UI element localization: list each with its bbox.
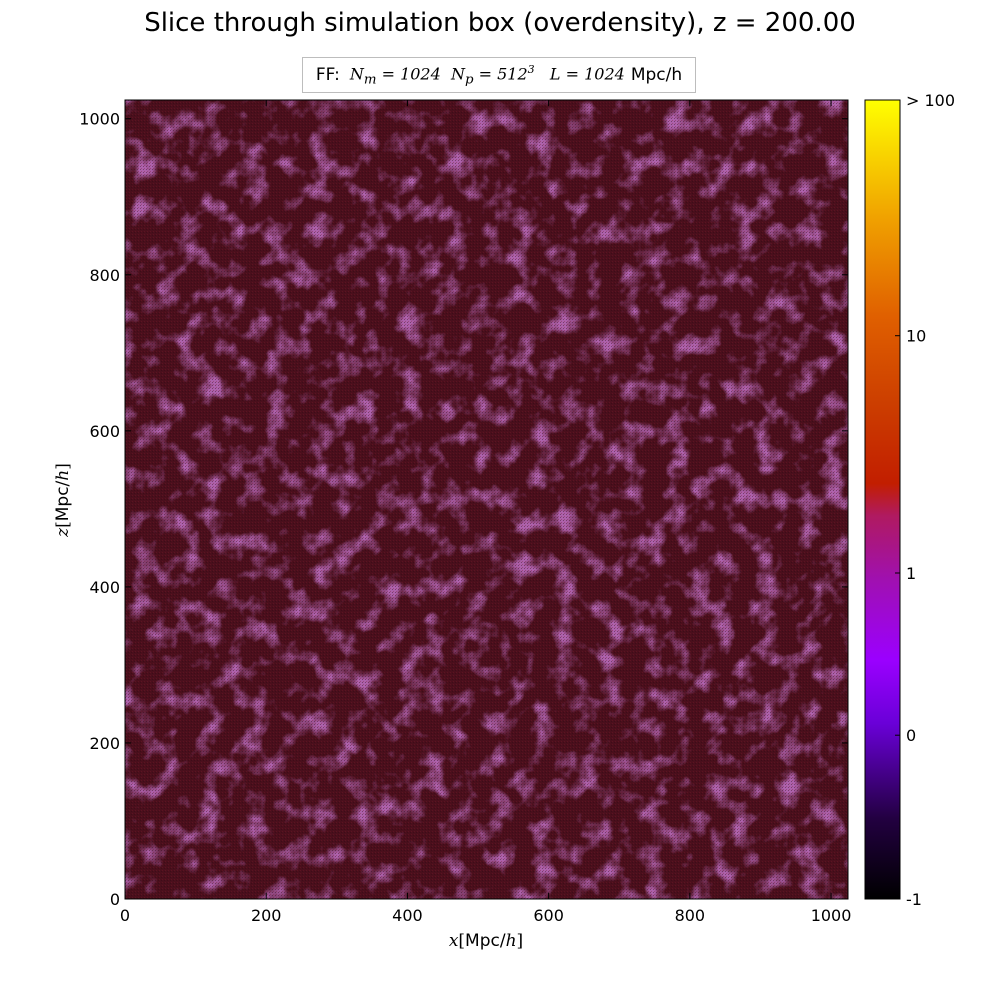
legend-prefix: FF:: [315, 65, 340, 85]
y-axis-label: z[Mpc/h]: [53, 463, 73, 538]
x-tick-label: 800: [675, 906, 706, 925]
legend-expression: Nm = 1024 Np = 5123 L = 1024: [349, 62, 625, 88]
y-tick-label: 600: [89, 422, 120, 441]
y-tick-label: 400: [89, 578, 120, 597]
y-axis-ticks: 0 200 400 600 800 1000: [79, 110, 848, 909]
legend-box: FF: Nm = 1024 Np = 5123 L = 1024 Mpc/h: [302, 57, 696, 93]
x-axis-ticks: 0 200 400 600 800 1000: [120, 100, 852, 925]
x-tick-label: 1000: [811, 906, 852, 925]
legend-unit: Mpc/h: [630, 65, 683, 85]
colorbar-tick-label: -1: [906, 890, 922, 909]
x-tick-label: 400: [392, 906, 423, 925]
x-axis-label: x[Mpc/h]: [449, 931, 523, 951]
colorbar-fill: [865, 100, 900, 899]
chart-title: Slice through simulation box (overdensit…: [144, 8, 856, 38]
y-tick-label: 0: [110, 890, 120, 909]
y-tick-label: 200: [89, 734, 120, 753]
plot-frame: [124, 99, 849, 900]
x-tick-label: 200: [251, 906, 282, 925]
x-tick-label: 0: [120, 906, 130, 925]
colorbar-tick-label: 0: [906, 726, 916, 745]
x-tick-label: 600: [533, 906, 564, 925]
y-tick-label: 800: [89, 266, 120, 285]
colorbar-tick-label: 10: [906, 327, 926, 346]
y-tick-label: 1000: [79, 110, 120, 129]
colorbar-frame: [864, 99, 901, 900]
colorbar: -1 0 1 10 > 100: [864, 91, 955, 909]
field-grain: [125, 100, 848, 899]
colorbar-tick-label: 1: [906, 564, 916, 583]
density-field: [125, 100, 848, 899]
colorbar-tick-label: > 100: [906, 91, 955, 110]
colorbar-ticks: -1 0 1 10 > 100: [895, 91, 955, 909]
